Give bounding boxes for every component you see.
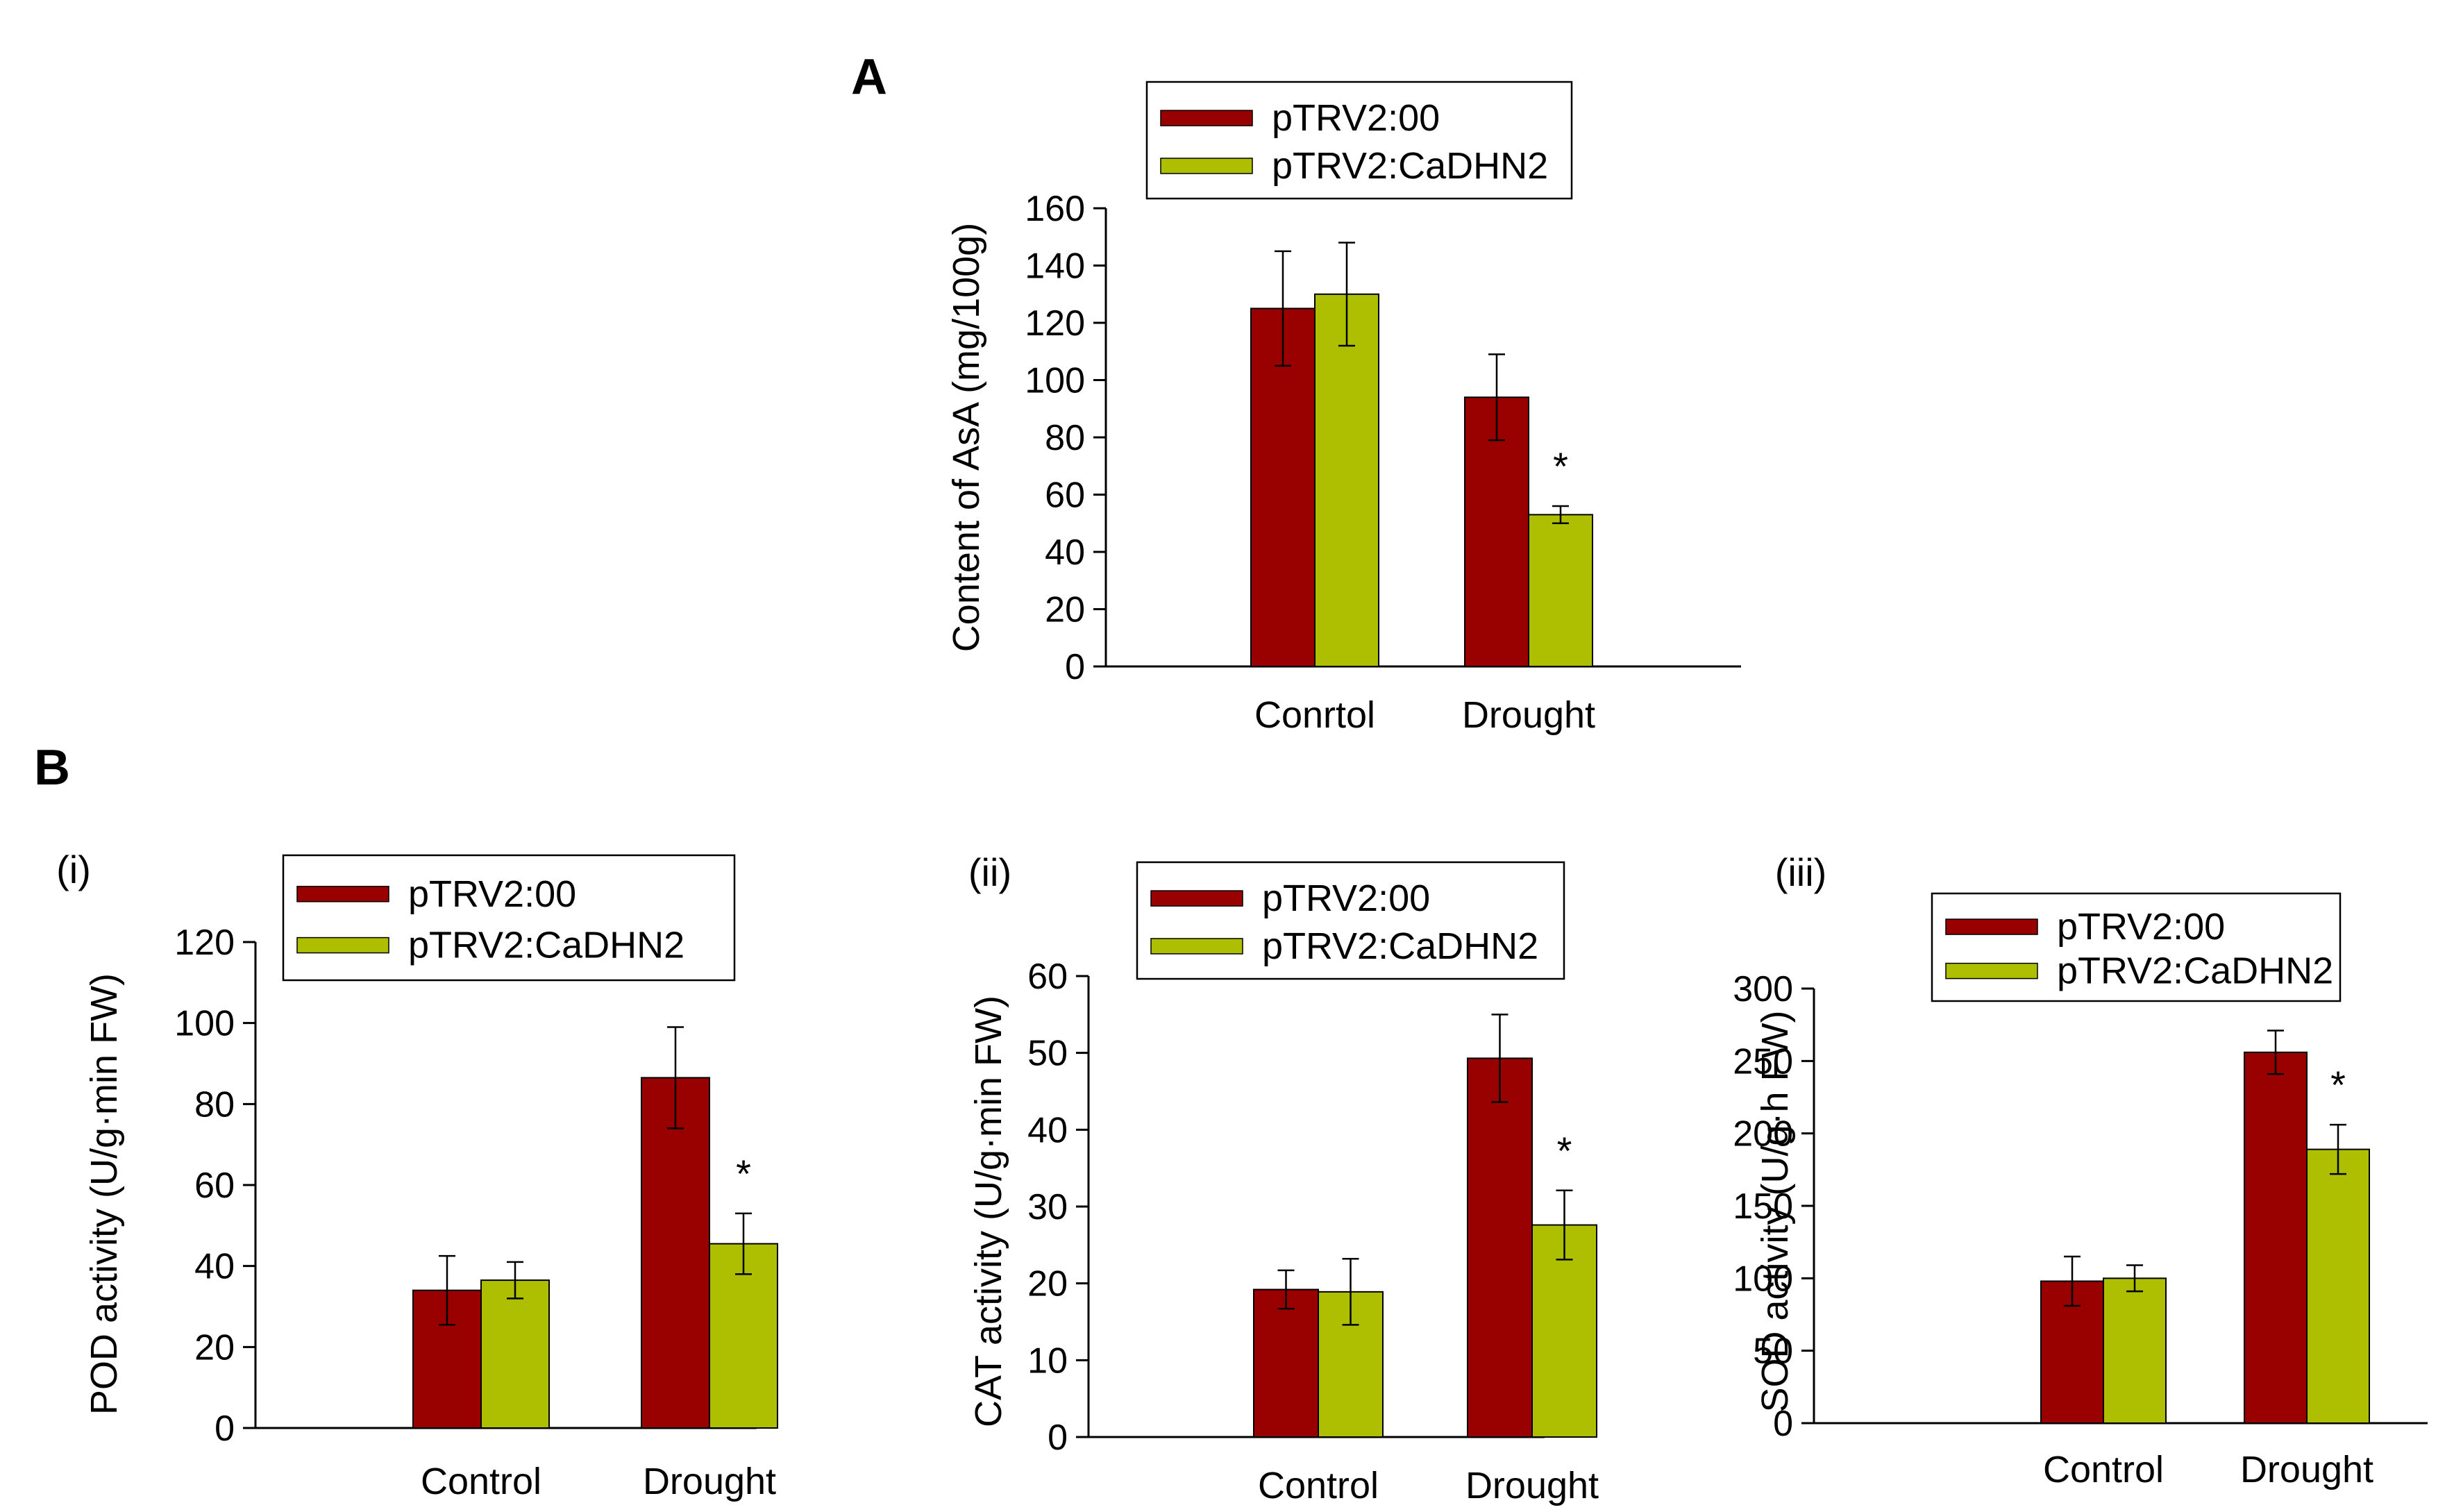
bar	[2306, 1148, 2370, 1424]
y-tick-label: 30	[1027, 1187, 1068, 1227]
y-tick-label: 80	[1045, 418, 1085, 458]
y-tick-label: 120	[1025, 303, 1085, 344]
bar	[1250, 308, 1316, 667]
legend-box	[1145, 81, 1573, 200]
legend-label: pTRV2:CaDHN2	[1272, 145, 1548, 187]
y-tick-label: 0	[1048, 1418, 1068, 1458]
significance-marker: *	[736, 1152, 751, 1195]
y-tick-label: 80	[194, 1084, 235, 1125]
legend-swatch	[1945, 918, 2038, 935]
y-tick-label: 200	[1733, 1114, 1793, 1154]
bar	[480, 1279, 550, 1429]
legend-label: pTRV2:00	[1262, 877, 1430, 919]
y-axis-title: Content of AsA (mg/100g)	[946, 223, 987, 652]
bar	[1314, 293, 1379, 667]
x-category-label: Conrtol	[1254, 694, 1375, 736]
y-tick-label: 300	[1733, 969, 1793, 1009]
bar	[1253, 1288, 1319, 1438]
bar	[2244, 1051, 2308, 1424]
x-category-label: Drought	[1465, 1465, 1599, 1506]
bar	[1528, 514, 1593, 667]
x-category-label: Drought	[2240, 1449, 2373, 1490]
y-tick-label: 100	[174, 1004, 235, 1044]
y-tick-label: 0	[1065, 647, 1085, 687]
chart-2: (i) 0 20 40 60 80 100 120 POD activity (U/g·min …	[56, 848, 778, 1502]
y-tick-label: 100	[1733, 1259, 1793, 1299]
y-tick-label: 50	[1753, 1332, 1793, 1372]
y-tick-label: 60	[1045, 476, 1085, 516]
legend-label: pTRV2:CaDHN2	[1262, 925, 1538, 967]
significance-marker: *	[2330, 1063, 2346, 1107]
chart-2-sublabel: (i)	[56, 848, 91, 891]
legend-label: pTRV2:CaDHN2	[408, 925, 684, 966]
legend-swatch	[1160, 158, 1253, 174]
y-tick-label: 0	[215, 1409, 235, 1449]
x-category-label: Drought	[643, 1461, 776, 1502]
y-tick-label: 0	[1773, 1404, 1793, 1444]
y-tick-label: 100	[1025, 361, 1085, 401]
y-tick-label: 140	[1025, 246, 1085, 287]
chart-4-sublabel: (iii)	[1775, 850, 1827, 894]
panel-b-letter: B	[34, 740, 70, 796]
legend-label: pTRV2:00	[1272, 97, 1440, 139]
significance-marker: *	[1557, 1129, 1572, 1173]
y-tick-label: 60	[194, 1166, 235, 1206]
y-axis-title: SOD activity (U/g·h FW)	[1754, 1010, 1796, 1412]
y-tick-label: 20	[1045, 590, 1085, 630]
bar	[2103, 1277, 2167, 1425]
legend-swatch	[1160, 110, 1253, 126]
legend-swatch	[1150, 938, 1243, 955]
y-tick-label: 250	[1733, 1041, 1793, 1082]
y-tick-label: 120	[174, 923, 235, 963]
legend-label: pTRV2:CaDHN2	[2057, 950, 2333, 992]
y-axis-title: POD activity (U/g·min FW)	[83, 973, 125, 1415]
y-tick-label: 20	[194, 1327, 235, 1368]
y-tick-label: 40	[1027, 1110, 1068, 1150]
chart-1: 0 20 40 60 80 100 120 140 160 Content of AsA (mg/…	[946, 81, 1741, 736]
legend-swatch	[296, 936, 389, 954]
bar	[1467, 1057, 1533, 1438]
legend-box	[282, 854, 736, 982]
x-category-label: Control	[421, 1461, 541, 1502]
legend-swatch	[296, 886, 389, 902]
legend-swatch	[1150, 890, 1243, 907]
y-tick-label: 150	[1733, 1186, 1793, 1227]
legend-swatch	[1945, 962, 2038, 980]
legend-box	[1931, 892, 2342, 1002]
y-tick-label: 40	[194, 1247, 235, 1287]
chart-3: (ii) 0 10 20 30 40 50 60 CAT activity (U/g·min F…	[968, 850, 1599, 1506]
y-tick-label: 50	[1027, 1034, 1068, 1074]
legend-label: pTRV2:00	[2057, 906, 2225, 948]
x-category-label: Drought	[1462, 694, 1595, 736]
x-category-label: Control	[1258, 1465, 1379, 1506]
significance-marker: *	[1553, 444, 1568, 488]
x-category-label: Control	[2043, 1449, 2164, 1490]
panel-a-letter: A	[851, 49, 887, 105]
y-axis-title: CAT activity (U/g·min FW)	[968, 996, 1009, 1427]
legend-label: pTRV2:00	[408, 873, 576, 915]
bar	[641, 1077, 710, 1429]
chart-3-sublabel: (ii)	[968, 850, 1011, 894]
legend-box	[1136, 861, 1565, 980]
y-tick-label: 40	[1045, 532, 1085, 573]
y-tick-label: 60	[1027, 957, 1068, 997]
y-tick-label: 160	[1025, 189, 1085, 229]
y-tick-label: 10	[1027, 1341, 1068, 1381]
y-tick-label: 20	[1027, 1264, 1068, 1304]
